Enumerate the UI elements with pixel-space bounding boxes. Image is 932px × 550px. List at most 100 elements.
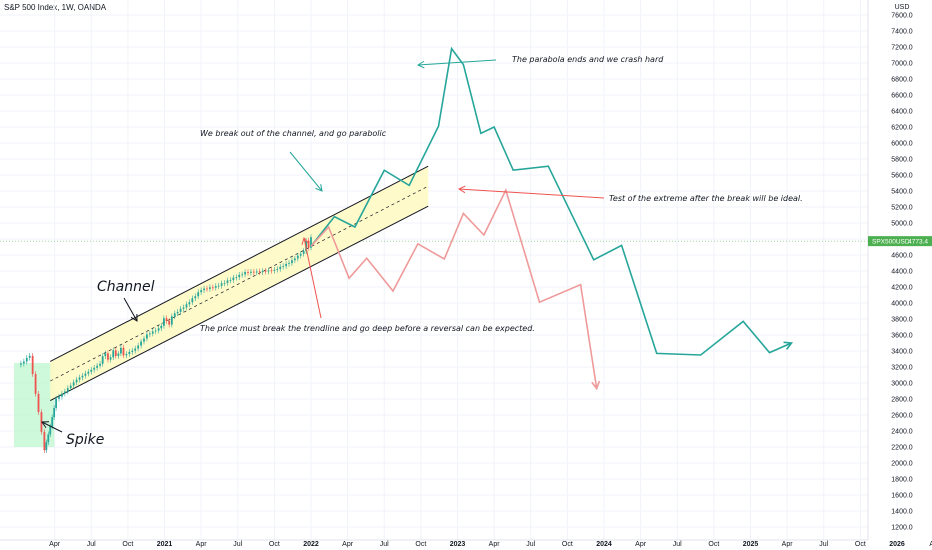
candle-body xyxy=(191,298,194,303)
candle-body xyxy=(117,353,120,356)
candle-body xyxy=(293,258,296,261)
candle-body xyxy=(250,271,252,273)
candle-body xyxy=(258,271,261,273)
candle-body xyxy=(273,269,276,271)
y-tick-label: 4200.0 xyxy=(891,285,913,292)
candle-body xyxy=(220,283,223,286)
candle-body xyxy=(104,353,107,357)
x-tick-label: Ap xyxy=(929,541,932,548)
candle-body xyxy=(197,292,200,297)
candle-body xyxy=(244,271,246,275)
candle-body xyxy=(66,388,69,392)
candle-body xyxy=(51,417,54,427)
candle-body xyxy=(238,274,241,278)
candle-body xyxy=(61,393,63,397)
bearish-arrowhead xyxy=(591,380,601,391)
candle-body xyxy=(261,271,264,273)
last-price-symbol: SPX500USD xyxy=(872,239,910,246)
candle-body xyxy=(170,316,173,325)
y-tick-label: 6600.0 xyxy=(891,93,913,100)
arrow-parabola-ends-head xyxy=(416,60,425,69)
candle-body xyxy=(168,321,171,325)
y-tick-label: 2800.0 xyxy=(891,397,913,404)
candle-body xyxy=(34,374,37,394)
y-tick-label: 7400.0 xyxy=(891,29,913,36)
y-tick-label: 3800.0 xyxy=(891,317,913,324)
candle-body xyxy=(211,287,214,289)
candle-body xyxy=(43,431,46,451)
projection-lines xyxy=(310,46,794,391)
channel-band xyxy=(14,165,429,447)
candle-body xyxy=(241,274,244,276)
candle-body xyxy=(270,270,273,272)
y-tick-label: 1600.0 xyxy=(891,493,913,500)
candle-body xyxy=(72,382,75,386)
candle-body xyxy=(58,396,60,399)
arrow-channel-head xyxy=(130,313,138,322)
candle-body xyxy=(264,271,267,272)
candle-body xyxy=(232,277,235,281)
candle-body xyxy=(214,286,217,288)
y-tick-label: 4000.0 xyxy=(891,301,913,308)
y-tick-label: 5800.0 xyxy=(891,157,913,164)
candle-body xyxy=(276,269,279,270)
last-price-value: 4773.4 xyxy=(908,239,928,246)
y-tick-label: 6200.0 xyxy=(891,125,913,132)
candle-body xyxy=(165,318,168,322)
candle-body xyxy=(131,350,134,352)
y-tick-label: 5400.0 xyxy=(891,189,913,196)
candle-body xyxy=(90,369,93,372)
annotation-arrows xyxy=(41,59,605,433)
annotation-channel: Channel xyxy=(97,279,155,295)
candle-body xyxy=(114,350,117,356)
candle-body xyxy=(101,356,104,364)
y-tick-label: 1200.0 xyxy=(891,525,913,532)
candle-body xyxy=(93,367,96,370)
x-tick-label: Apr xyxy=(489,541,501,548)
arrow-test-extreme xyxy=(458,188,605,199)
channel-upper-line xyxy=(50,165,429,362)
annotation-break-channel: We break out of the channel, and go para… xyxy=(200,129,387,138)
annotation-spike: Spike xyxy=(66,432,104,448)
x-tick-label: Oct xyxy=(562,541,573,548)
candle-body xyxy=(53,407,56,418)
candle-body xyxy=(229,280,232,281)
x-tick-label: Oct xyxy=(708,541,719,548)
candle-body xyxy=(49,426,52,435)
y-tick-label: 7600.0 xyxy=(891,13,913,20)
y-tick-label: 2200.0 xyxy=(891,445,913,452)
arrow-channel xyxy=(123,297,138,322)
candle-body xyxy=(20,363,22,365)
candle-body xyxy=(217,285,220,287)
candle-body xyxy=(81,375,84,378)
y-tick-label: 5000.0 xyxy=(891,221,913,228)
channel-lower-line xyxy=(50,205,429,402)
arrow-spike-head xyxy=(41,421,50,429)
candle-body xyxy=(151,331,154,334)
y-tick-label: 7200.0 xyxy=(891,45,913,52)
candle-body xyxy=(182,307,185,309)
candle-body xyxy=(285,263,287,267)
candle-body xyxy=(223,282,226,284)
candle-body xyxy=(173,313,176,317)
y-tick-label: 2600.0 xyxy=(891,413,913,420)
candle-body xyxy=(299,253,302,256)
y-tick-label: 2400.0 xyxy=(891,429,913,436)
bearish-projection-line xyxy=(310,188,598,389)
candle-body xyxy=(157,328,160,331)
candle-body xyxy=(188,302,191,305)
candle-body xyxy=(291,260,293,264)
candle-body xyxy=(134,348,137,351)
candle-body xyxy=(109,357,112,360)
candle-body xyxy=(137,345,140,349)
candle-body xyxy=(87,371,90,374)
candle-body xyxy=(25,357,28,362)
candle-body xyxy=(28,355,31,358)
candle-body xyxy=(203,288,205,291)
x-tick-label: Oct xyxy=(855,541,866,548)
y-tick-label: 3400.0 xyxy=(891,349,913,356)
candle-body xyxy=(128,351,131,355)
x-tick-label: Oct xyxy=(122,541,133,548)
candle-body xyxy=(288,263,290,264)
